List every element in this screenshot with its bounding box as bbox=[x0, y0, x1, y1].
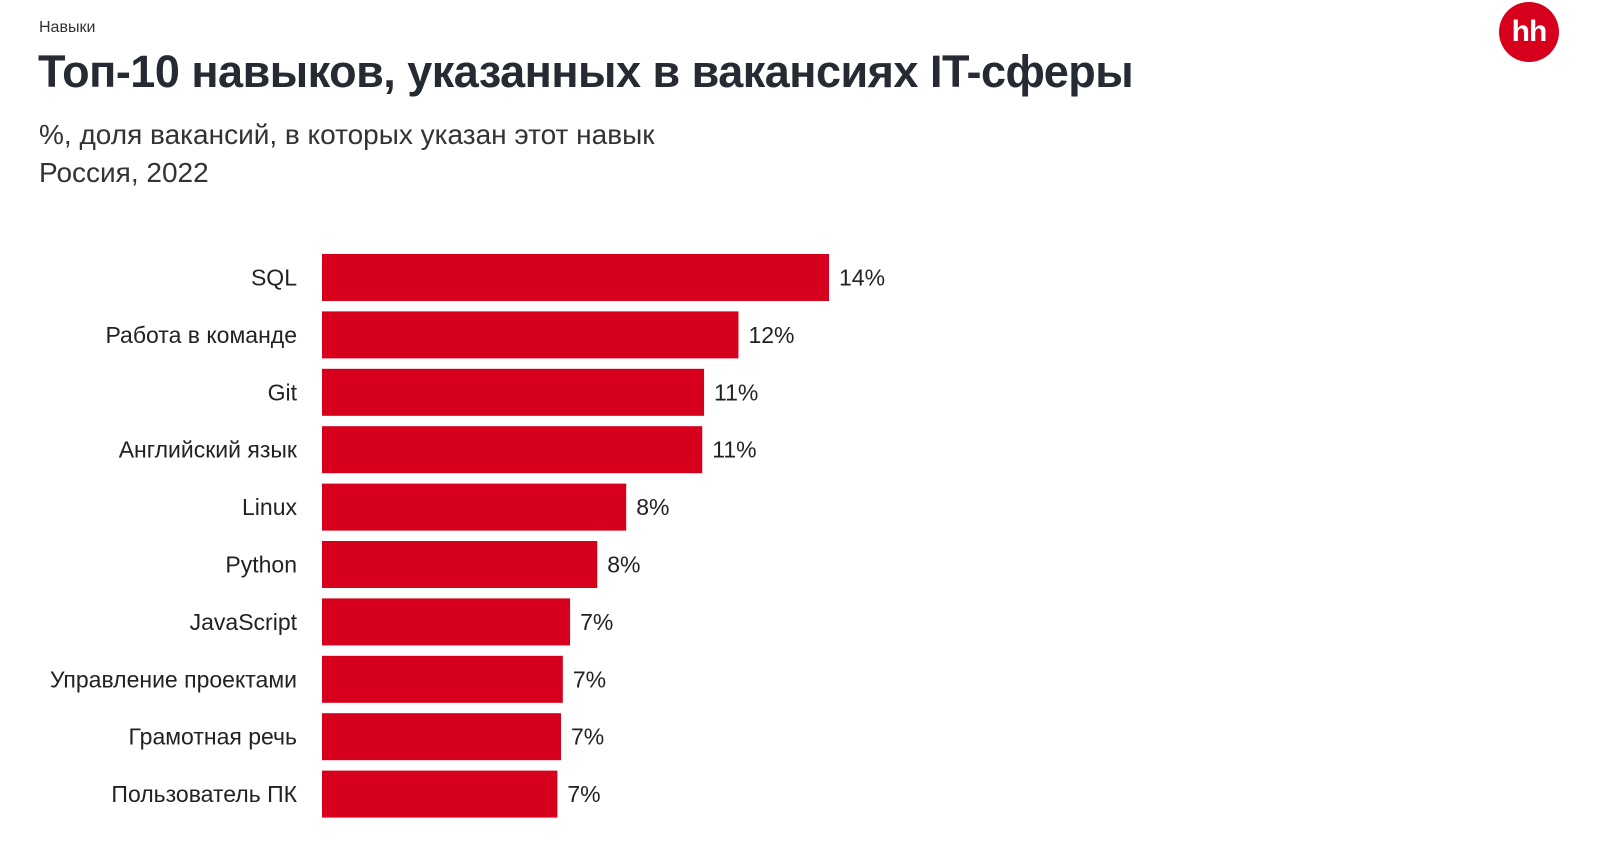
hh-logo: hh bbox=[1499, 2, 1559, 62]
chart-subtitle: %, доля вакансий, в которых указан этот … bbox=[39, 116, 654, 192]
bar-9 bbox=[322, 770, 558, 818]
category-label: Пользователь ПК bbox=[111, 781, 297, 807]
data-label: 7% bbox=[567, 781, 600, 807]
category-label: SQL bbox=[251, 265, 297, 291]
subtitle-measure: %, доля вакансий, в которых указан этот … bbox=[39, 119, 655, 150]
category-label: JavaScript bbox=[190, 609, 298, 635]
category-label: Python bbox=[225, 552, 297, 578]
bar-2 bbox=[322, 368, 705, 416]
bar-0 bbox=[322, 254, 829, 301]
bar-8 bbox=[322, 713, 562, 761]
category-label: Управление проектами bbox=[50, 666, 297, 692]
category-label: Linux bbox=[242, 494, 297, 520]
bar-4 bbox=[322, 483, 627, 531]
data-label: 8% bbox=[636, 494, 669, 520]
data-label: 7% bbox=[573, 666, 606, 692]
data-label: 12% bbox=[748, 322, 794, 348]
category-label: Git bbox=[268, 379, 298, 405]
chart-title: Топ-10 навыков, указанных в вакансиях IT… bbox=[38, 46, 1134, 97]
data-label: 11% bbox=[712, 437, 756, 463]
bar-6 bbox=[322, 598, 571, 646]
category-label: Грамотная речь bbox=[128, 724, 297, 750]
subtitle-region-year: Россия, 2022 bbox=[39, 157, 209, 188]
category-label: Английский язык bbox=[119, 437, 298, 463]
data-label: 8% bbox=[607, 552, 640, 578]
data-label: 14% bbox=[839, 265, 885, 291]
bar-1 bbox=[322, 311, 739, 359]
section-label: Навыки bbox=[39, 19, 96, 36]
data-label: 7% bbox=[571, 724, 604, 750]
bar-3 bbox=[322, 426, 703, 474]
category-label: Работа в команде bbox=[105, 322, 297, 348]
bar-7 bbox=[322, 655, 563, 703]
bar-5 bbox=[322, 541, 598, 588]
data-label: 11% bbox=[714, 379, 758, 405]
data-label: 7% bbox=[580, 609, 613, 635]
